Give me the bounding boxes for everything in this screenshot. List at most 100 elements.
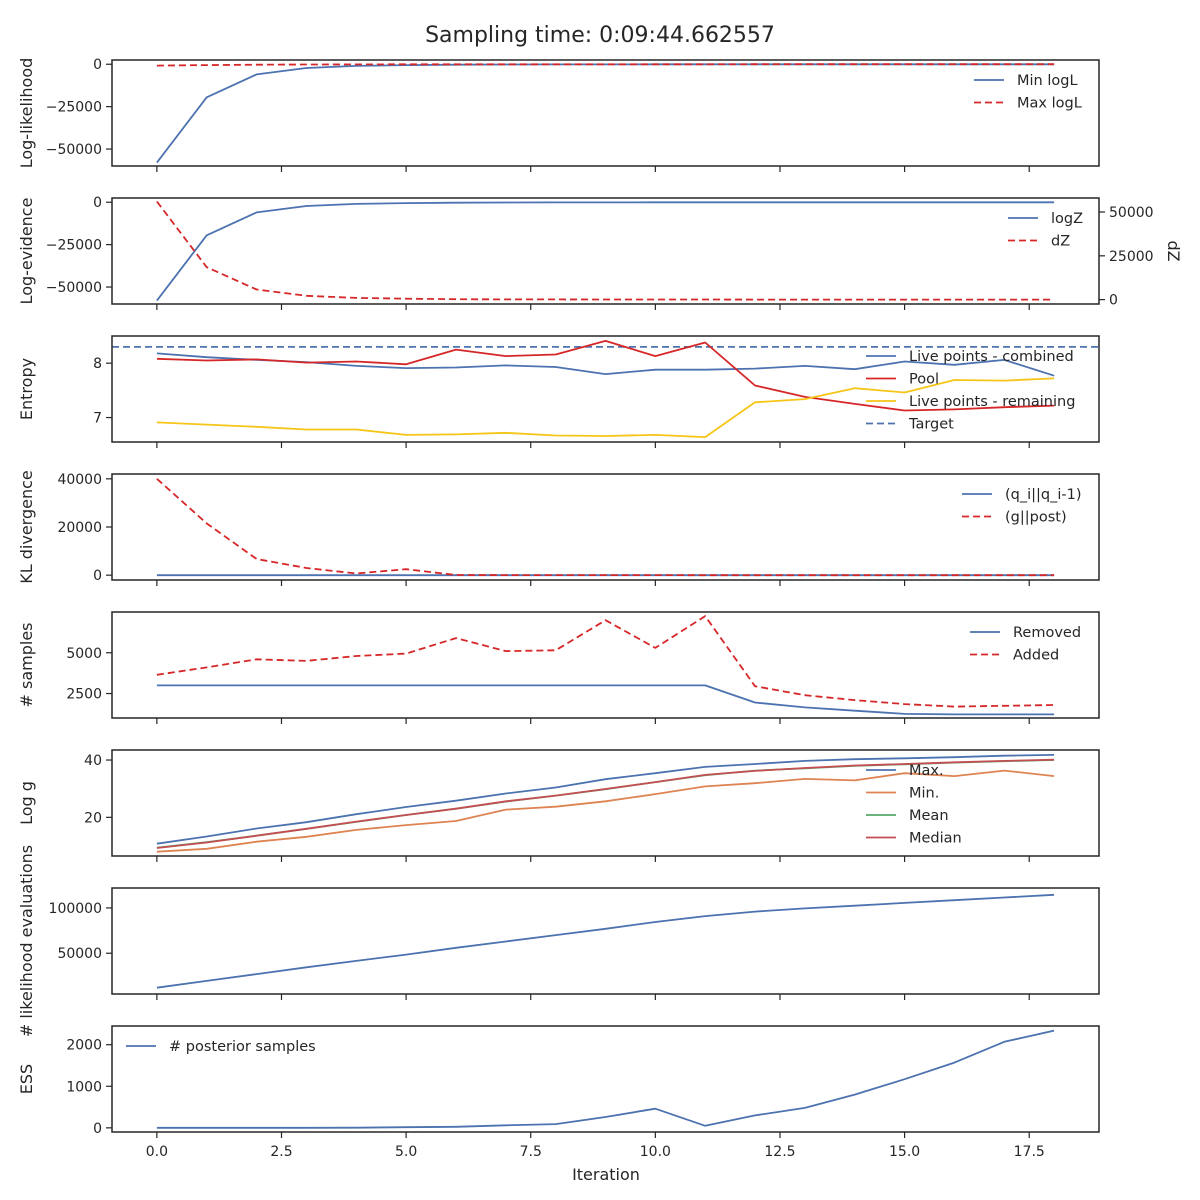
y-tick-label: 100000 — [49, 901, 102, 917]
legend-label: Min logL — [1017, 73, 1078, 89]
y-tick-label: 0 — [93, 568, 102, 584]
legend-label: Target — [908, 417, 954, 433]
y-tick-label: 0 — [93, 195, 102, 211]
legend-label: Live points - combined — [909, 349, 1074, 365]
y-tick-label: 8 — [93, 356, 102, 372]
plot-area — [156, 200, 1055, 302]
x-axis-label: Iteration — [572, 1165, 640, 1184]
y-tick-label: 7 — [93, 411, 102, 427]
y-tick-label: −50000 — [46, 142, 102, 158]
subplot-2: −50000 −25000 0 0 25000 50000 dZ Log-evidence lo… — [17, 195, 1183, 310]
axes-frame — [111, 749, 1100, 857]
y-tick-label: −50000 — [46, 280, 102, 296]
legend-label: (q_i||q_i-1) — [1005, 487, 1082, 503]
y-axis-label: Log-evidence — [17, 198, 36, 305]
figure-title: Sampling time: 0:09:44.662557 — [425, 23, 775, 48]
x-tick-label: 7.5 — [520, 1144, 542, 1160]
plot-area — [156, 478, 1055, 577]
axes-frame — [111, 59, 1100, 167]
plot-area — [156, 63, 1055, 164]
legend-label: Min. — [909, 786, 939, 802]
legend-label: Added — [1013, 648, 1059, 664]
y-axis-label: # samples — [17, 623, 36, 708]
x-tick-label: 12.5 — [764, 1144, 795, 1160]
legend-label: # posterior samples — [169, 1039, 316, 1055]
y-tick-label: 50000 — [57, 946, 102, 962]
axes-frame — [111, 1025, 1100, 1133]
series-line-max-logl — [156, 63, 1055, 67]
legend-label: Max logL — [1017, 96, 1082, 112]
legend-label: Live points - remaining — [909, 394, 1075, 410]
axes-frame — [111, 887, 1100, 995]
y2-tick-label: 50000 — [1109, 205, 1154, 221]
y2-tick-label: 25000 — [1109, 249, 1154, 265]
legend: Live points - combined Pool Live points - … — [866, 349, 1075, 433]
legend-label: logZ — [1051, 211, 1083, 227]
series-line-median — [156, 758, 1055, 849]
x-tick-label: 15.0 — [889, 1144, 920, 1160]
y-tick-label: 2500 — [66, 687, 102, 703]
series-line — [156, 893, 1055, 989]
y-tick-label: 0 — [93, 1121, 102, 1137]
plot-area — [112, 339, 1099, 439]
y-axis-label: Log-likelihood — [17, 58, 36, 169]
legend: Max. Min. Mean Median — [866, 763, 962, 847]
y-tick-label: 40000 — [57, 472, 102, 488]
plot-area — [156, 615, 1055, 716]
legend: Min logL Max logL — [974, 73, 1082, 112]
y-tick-label: 20000 — [57, 520, 102, 536]
y-tick-label: 0 — [93, 57, 102, 73]
y-tick-label: 40 — [84, 753, 102, 769]
x-tick-label: 5.0 — [395, 1144, 417, 1160]
legend-label: Mean — [909, 808, 949, 824]
y-axis-label: Entropy — [17, 358, 36, 420]
y-tick-label: −25000 — [46, 238, 102, 254]
y-tick-label: 2000 — [66, 1038, 102, 1054]
legend: (q_i||q_i-1) (g||post) — [962, 487, 1082, 526]
series-line-pool — [156, 339, 1055, 412]
subplot-4: 0 20000 40000 KL divergence (q_i||q_i-1) (g||… — [17, 470, 1100, 586]
legend-label: dZ — [1051, 234, 1070, 250]
y-tick-label: 1000 — [66, 1079, 102, 1095]
x-tick-label: 10.0 — [640, 1144, 671, 1160]
plot-area — [156, 893, 1055, 989]
series-line-min — [156, 769, 1055, 853]
y-axis-label: # likelihood evaluations — [17, 845, 36, 1037]
y2-axis-label: dZ — [1164, 240, 1183, 261]
plot-area — [156, 1029, 1055, 1129]
legend-label: Pool — [909, 372, 939, 388]
legend-label: Max. — [909, 763, 944, 779]
y-axis-label: KL divergence — [17, 470, 36, 583]
series-line-g-post — [156, 478, 1055, 577]
y-tick-label: 5000 — [66, 646, 102, 662]
axes-frame — [111, 335, 1100, 443]
series-line-removed — [156, 684, 1055, 716]
y-tick-label: 20 — [84, 810, 102, 826]
legend: Removed Added — [970, 625, 1081, 664]
series-line-added — [156, 615, 1055, 708]
series-line-posterior-samples — [156, 1029, 1055, 1129]
legend: logZ dZ — [1008, 211, 1083, 250]
series-line-max — [156, 754, 1055, 845]
y2-tick-label: 0 — [1109, 293, 1118, 309]
axes-frame — [111, 197, 1100, 305]
series-line-live-points-remaining — [156, 377, 1055, 439]
subplot-7: 50000 100000 # likelihood evaluations — [17, 845, 1100, 1037]
x-tick-label: 2.5 — [270, 1144, 292, 1160]
axes-frame — [111, 473, 1100, 581]
legend: # posterior samples — [126, 1039, 316, 1055]
legend-label: (g||post) — [1005, 510, 1067, 526]
y-axis-label: Log g — [17, 781, 36, 825]
subplot-1: −50000 −25000 0 Log-likelihood Min logL Max l… — [17, 57, 1100, 172]
series-line-dz — [156, 200, 1055, 301]
axes-frame — [111, 611, 1100, 719]
subplot-8: 0.0 2.5 5.0 7.5 10.0 12.5 15.0 17.5 0 1000 2000 ESS… — [17, 1025, 1100, 1160]
plot-area — [156, 754, 1055, 853]
subplot-6: 20 40 Log g Max. Min. Mean Median — [17, 749, 1100, 862]
x-tick-label: 17.5 — [1014, 1144, 1045, 1160]
legend-label: Median — [909, 831, 962, 847]
series-line-logz — [156, 201, 1055, 302]
y-axis-label: ESS — [17, 1064, 36, 1094]
